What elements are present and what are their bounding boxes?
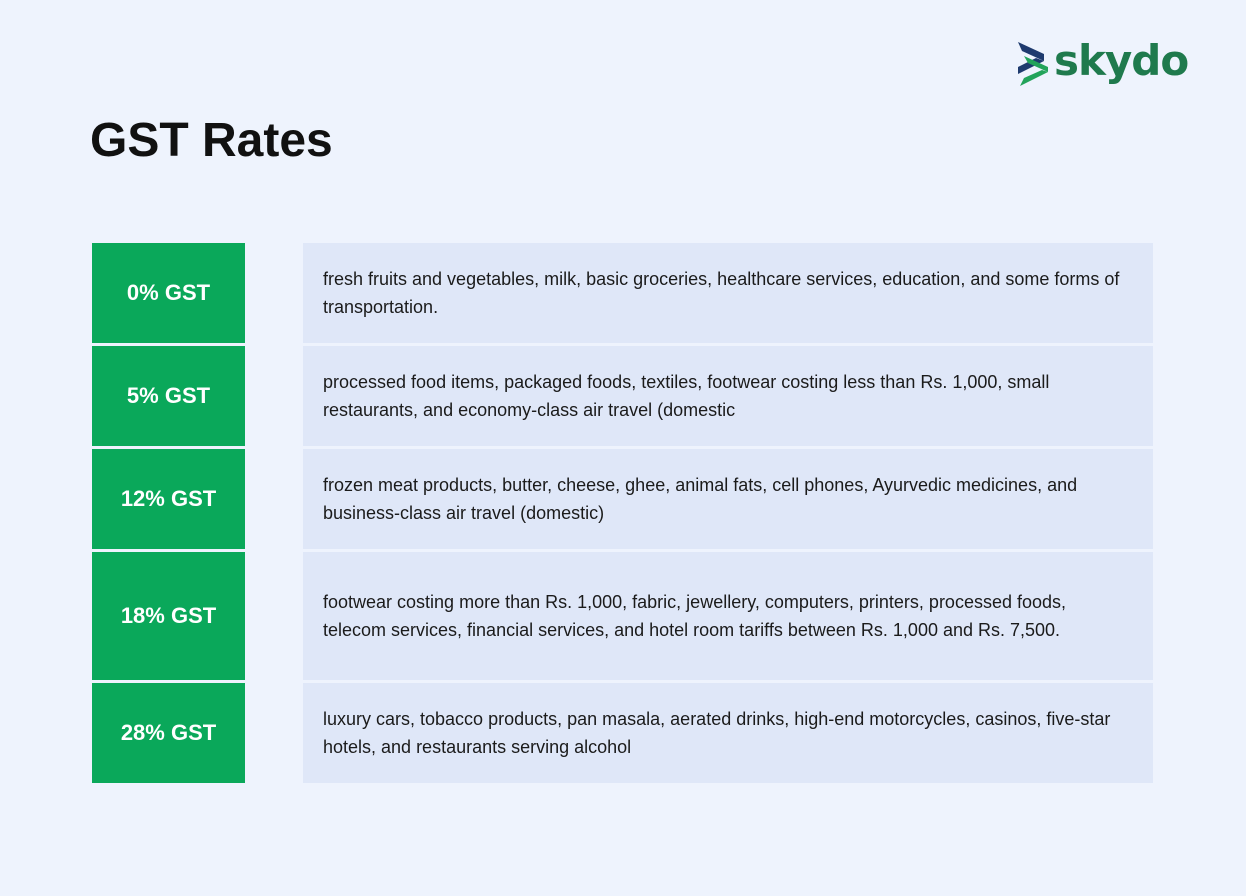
rate-description: luxury cars, tobacco products, pan masal… bbox=[303, 683, 1153, 783]
rate-description: fresh fruits and vegetables, milk, basic… bbox=[303, 243, 1153, 343]
gst-rates-table: 0% GST fresh fruits and vegetables, milk… bbox=[92, 243, 1153, 786]
page-title: GST Rates bbox=[90, 114, 333, 167]
rate-label: 0% GST bbox=[92, 243, 245, 343]
rate-description: processed food items, packaged foods, te… bbox=[303, 346, 1153, 446]
rate-row-2: 12% GST frozen meat products, butter, ch… bbox=[92, 449, 1153, 549]
rate-label: 5% GST bbox=[92, 346, 245, 446]
rate-label: 12% GST bbox=[92, 449, 245, 549]
skydo-logo: skydo bbox=[1014, 34, 1189, 88]
rate-description: frozen meat products, butter, cheese, gh… bbox=[303, 449, 1153, 549]
rate-row-1: 5% GST processed food items, packaged fo… bbox=[92, 346, 1153, 446]
rate-row-0: 0% GST fresh fruits and vegetables, milk… bbox=[92, 243, 1153, 343]
rate-label: 18% GST bbox=[92, 552, 245, 680]
rate-label: 28% GST bbox=[92, 683, 245, 783]
logo-wordmark: skydo bbox=[1054, 36, 1189, 85]
rate-row-4: 28% GST luxury cars, tobacco products, p… bbox=[92, 683, 1153, 783]
skydo-logo-mark-icon bbox=[1018, 42, 1048, 86]
rate-row-3: 18% GST footwear costing more than Rs. 1… bbox=[92, 552, 1153, 680]
rate-description: footwear costing more than Rs. 1,000, fa… bbox=[303, 552, 1153, 680]
